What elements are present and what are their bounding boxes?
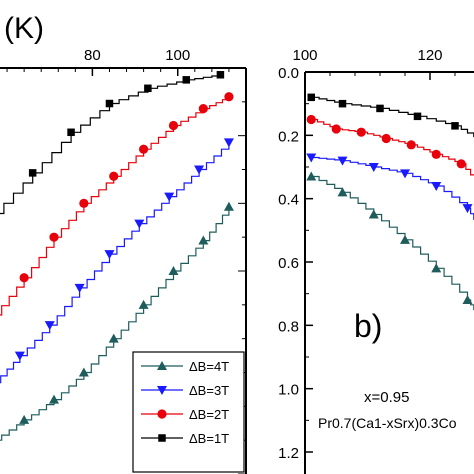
y-tick-label: 0.2 — [278, 128, 299, 145]
y-tick-label: 1.2 — [278, 445, 299, 462]
series-1-point — [306, 114, 316, 125]
series-0-point — [216, 71, 225, 79]
series-3-point — [337, 187, 348, 197]
legend-frame — [132, 351, 245, 473]
series-2-point — [74, 283, 85, 293]
series-0-point — [376, 104, 384, 113]
series-line-3 — [311, 175, 474, 311]
series-3-point — [462, 295, 473, 304]
legend-label: ΔB=3T — [189, 383, 229, 398]
series-3-point — [49, 394, 59, 404]
legend-marker — [157, 386, 167, 395]
series-3-point — [223, 201, 234, 211]
series-0-point — [182, 76, 191, 84]
series-1-point — [79, 198, 89, 208]
series-2-point — [44, 321, 55, 331]
series-0-point — [67, 128, 75, 137]
series-1-point — [198, 104, 208, 114]
series-1-point — [109, 171, 119, 181]
series-line-0 — [311, 96, 474, 138]
y-tick-label: 1.0 — [278, 382, 299, 399]
series-line-0 — [0, 74, 221, 215]
series-0-point — [105, 99, 114, 108]
series-line-2 — [311, 156, 474, 220]
legend-label: ΔB=2T — [189, 407, 229, 422]
series-1-point — [381, 133, 391, 144]
x-tick-label: 100 — [165, 47, 190, 64]
series-3-point — [306, 171, 317, 181]
right-panel: 100 120 0.0 0.2 0.4 0.6 0.8 1.0 1.2 b) x=0.95 Pr0.7… — [278, 47, 474, 474]
left-panel: (K) 80 100 ΔB=4T ΔB=3T ΔB=2T ΔB=1T — [0, 12, 247, 474]
series-0-point — [144, 84, 152, 93]
legend-label: ΔB=4T — [189, 359, 229, 374]
series-2-point — [134, 219, 145, 229]
series-2-point — [462, 204, 473, 214]
series-1-point — [139, 144, 149, 154]
panel-label: b) — [354, 308, 382, 344]
series-3-point — [168, 266, 179, 275]
series-1-point — [49, 232, 59, 242]
series-2-point — [400, 169, 410, 179]
series-3-point — [138, 299, 149, 309]
y-tick-label: 0.4 — [278, 192, 299, 209]
series-0-point — [338, 99, 347, 108]
series-0-point — [413, 112, 422, 121]
y-tick-label: 0.8 — [278, 318, 299, 335]
annotation-formula: Pr0.7(Ca1-xSrx)0.3Co — [318, 415, 457, 431]
series-line-1 — [0, 96, 230, 316]
legend: ΔB=4T ΔB=3T ΔB=2T ΔB=1T — [132, 351, 245, 473]
series-2-point — [164, 192, 175, 202]
series-2-point — [431, 182, 442, 191]
y-tick-label: 0.0 — [278, 65, 299, 82]
series-3-point — [78, 367, 89, 377]
legend-marker — [157, 409, 167, 419]
series-3-point — [19, 414, 30, 424]
legend-marker — [158, 434, 166, 442]
legend-label: ΔB=1T — [189, 431, 229, 446]
series-0-point — [307, 93, 315, 102]
series-1-point — [19, 273, 29, 283]
annotation-x: x=0.95 — [364, 389, 409, 406]
series-0-point — [451, 122, 459, 130]
series-2-point — [337, 156, 348, 166]
series-1-point — [431, 149, 441, 159]
x-tick-label: 100 — [292, 47, 317, 64]
x-tick-label: 120 — [417, 47, 442, 64]
series-2-point — [306, 153, 317, 163]
x-tick-label: 80 — [84, 47, 101, 64]
series-2-point — [14, 351, 25, 361]
series-1-point — [168, 120, 179, 131]
y-tick-label: 0.6 — [278, 255, 299, 272]
series-0-point — [28, 169, 37, 177]
series-3-point — [368, 209, 379, 219]
x-axis-label: (K) — [4, 12, 44, 45]
series-3-point — [400, 234, 410, 244]
series-2-point — [368, 163, 379, 172]
series-1-point — [224, 92, 234, 102]
series-1-point — [456, 159, 466, 169]
series-2-point — [194, 165, 205, 175]
series-2-point — [104, 250, 115, 260]
series-1-point — [406, 140, 416, 150]
series-3-point — [108, 333, 119, 343]
series-2-point — [223, 138, 234, 148]
legend-marker — [157, 361, 167, 370]
series-1-point — [356, 127, 366, 137]
series-3-point — [431, 263, 442, 273]
series-1-point — [331, 124, 341, 134]
series-3-point — [198, 235, 209, 245]
